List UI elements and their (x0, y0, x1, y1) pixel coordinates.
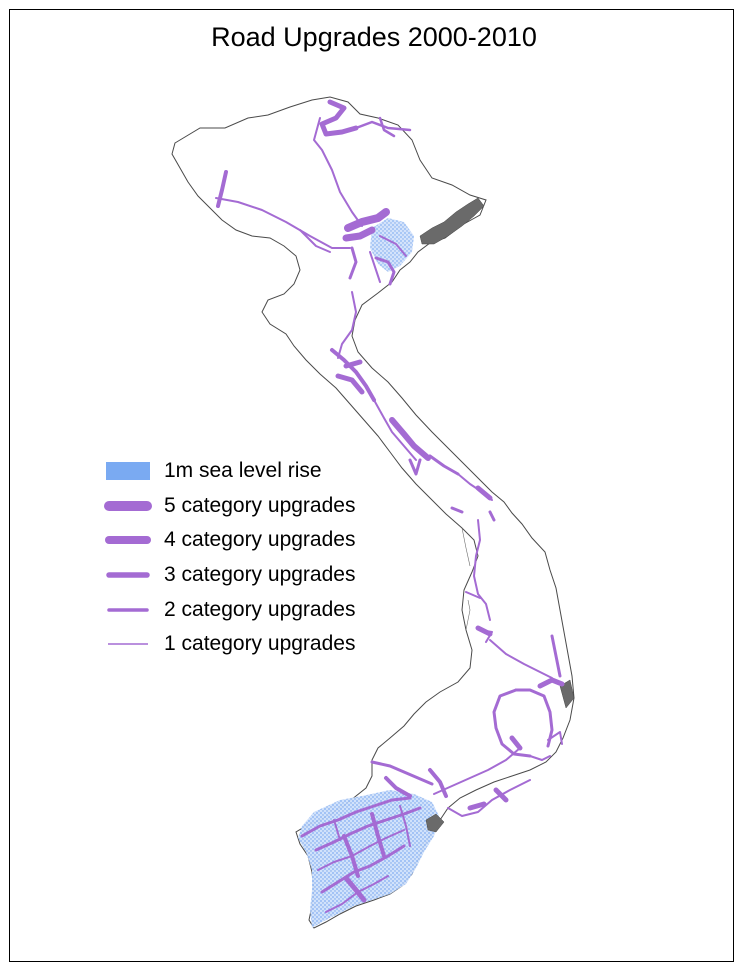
inner-border (461, 527, 471, 631)
legend-label: 4 category upgrades (164, 528, 356, 552)
legend-label: 1 category upgrades (164, 632, 356, 656)
coastal-islands-south (425, 679, 575, 833)
legend-swatch-line-5 (104, 489, 152, 523)
legend-item-sea-level: 1m sea level rise (104, 454, 355, 489)
legend-swatch-line-4 (104, 523, 152, 557)
road-network (215, 99, 565, 913)
legend-swatch-line-1 (104, 627, 152, 661)
legend: 1m sea level rise 5 category upgrades 4 … (104, 454, 355, 662)
legend-label: 3 category upgrades (164, 563, 356, 587)
coastal-islands-north (419, 197, 485, 245)
legend-item-2-upgrades: 2 category upgrades (104, 592, 355, 627)
legend-label: 2 category upgrades (164, 597, 356, 621)
sea-level-rise-mekong (298, 790, 440, 928)
legend-swatch-line-3 (104, 558, 152, 592)
legend-label: 1m sea level rise (164, 459, 322, 483)
legend-item-1-upgrades: 1 category upgrades (104, 627, 355, 662)
map-title: Road Upgrades 2000-2010 (211, 22, 537, 52)
legend-item-4-upgrades: 4 category upgrades (104, 523, 355, 558)
legend-item-3-upgrades: 3 category upgrades (104, 558, 355, 593)
legend-label: 5 category upgrades (164, 493, 356, 517)
legend-swatch-line-2 (104, 593, 152, 627)
legend-swatch-area (104, 454, 152, 488)
legend-item-5-upgrades: 5 category upgrades (104, 489, 355, 524)
